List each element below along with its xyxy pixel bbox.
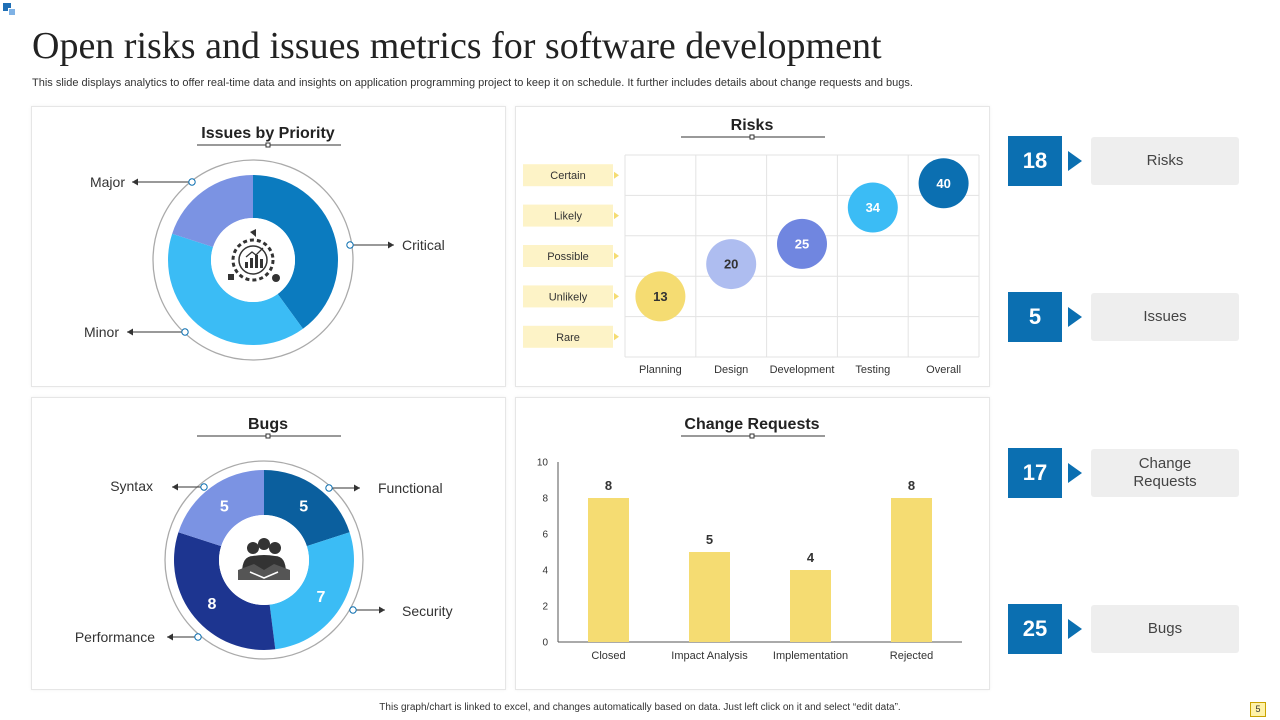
- cr-category-impact-analysis: Impact Analysis: [671, 650, 748, 662]
- cr-ytick-10: 10: [537, 458, 549, 469]
- page-title: Open risks and issues metrics for softwa…: [32, 25, 882, 67]
- svg-text:20: 20: [724, 257, 738, 272]
- callout-syntax: Syntax: [110, 478, 208, 494]
- risk-point-overall: 40: [918, 158, 969, 209]
- cr-value-implementation: 4: [807, 550, 815, 565]
- label-syntax: Syntax: [110, 478, 153, 494]
- footnote: This graph/chart is linked to excel, and…: [379, 702, 901, 713]
- svg-text:40: 40: [936, 176, 950, 191]
- cr-bar-implementation: [790, 570, 831, 642]
- cr-bar-closed: [588, 498, 629, 642]
- svg-text:Likely: Likely: [554, 211, 583, 223]
- kpi-issues-value: 5: [1008, 292, 1062, 342]
- callout-functional: Functional: [325, 480, 443, 496]
- issues-slice-minor: [168, 233, 303, 346]
- kpi-risks-arrow-icon: [1068, 151, 1082, 171]
- kpi-change-requests-value: 17: [1008, 448, 1062, 498]
- bugs-slice-security: [269, 532, 354, 650]
- risk-point-design: 20: [706, 239, 757, 290]
- label-functional: Functional: [378, 480, 443, 496]
- bugs-title: Bugs: [248, 416, 288, 433]
- label-performance: Performance: [75, 629, 155, 645]
- bugs-value-syntax: 5: [220, 498, 229, 515]
- label-major: Major: [90, 174, 125, 190]
- callout-critical: Critical: [346, 237, 445, 253]
- cr-ytick-4: 4: [542, 566, 548, 577]
- svg-text:Possible: Possible: [547, 251, 589, 263]
- bugs-slice-syntax: [178, 470, 264, 547]
- change-title: Change Requests: [684, 416, 819, 433]
- risk-point-testing: 34: [847, 182, 898, 233]
- cr-value-closed: 8: [605, 478, 612, 493]
- issues-slice-major: [172, 175, 253, 248]
- cr-bar-rejected: [891, 498, 932, 642]
- issues-panel: Issues by Priority Major Critical Minor: [31, 106, 506, 387]
- label-critical: Critical: [402, 237, 445, 253]
- risk-level-certain: Certain: [523, 164, 619, 187]
- risk-phase-overall: Overall: [926, 364, 961, 376]
- svg-text:Certain: Certain: [550, 170, 585, 182]
- page-number: 5: [1250, 702, 1266, 717]
- risks-chart: Risks RareUnlikelyPossibleLikelyCertain …: [523, 117, 980, 376]
- kpi-issues-arrow-icon: [1068, 307, 1082, 327]
- cr-ytick-6: 6: [542, 530, 548, 541]
- risk-level-rare: Rare: [523, 325, 619, 348]
- cr-bar-impact-analysis: [689, 552, 730, 642]
- callout-minor: Minor: [84, 324, 189, 340]
- bugs-value-performance: 8: [208, 596, 217, 613]
- svg-text:25: 25: [795, 236, 809, 251]
- svg-text:13: 13: [653, 289, 667, 304]
- risk-level-possible: Possible: [523, 245, 619, 267]
- corner-logo: [3, 3, 17, 17]
- analytics-gear-icon: [228, 229, 280, 282]
- handshake-team-icon: [238, 538, 290, 580]
- change-panel: Change Requests 0 2 4 6 8 10 8 Closed 5 Impact A…: [515, 397, 990, 690]
- label-security: Security: [402, 603, 453, 619]
- kpi-change-requests-label: Change Requests: [1091, 449, 1239, 497]
- kpi-bugs-value: 25: [1008, 604, 1062, 654]
- change-requests-chart: Change Requests 0 2 4 6 8 10 8 Closed 5 Impact A…: [537, 416, 962, 662]
- bugs-slice-functional: [264, 470, 350, 547]
- cr-ytick-0: 0: [542, 638, 548, 649]
- kpi-risks-label: Risks: [1091, 137, 1239, 185]
- kpi-change-requests-arrow-icon: [1068, 463, 1082, 483]
- risk-phase-planning: Planning: [639, 364, 682, 376]
- kpi-risks-value: 18: [1008, 136, 1062, 186]
- issues-chart: Issues by Priority Major Critical Minor: [84, 125, 445, 361]
- cr-value-rejected: 8: [908, 478, 915, 493]
- bugs-panel: Bugs 5 7 8 5 Syntax Functional Security Perfor…: [31, 397, 506, 690]
- callout-performance: Performance: [75, 629, 202, 645]
- risk-level-unlikely: Unlikely: [523, 285, 619, 308]
- risk-phase-development: Development: [770, 364, 835, 376]
- bugs-value-functional: 5: [299, 498, 308, 515]
- cr-category-closed: Closed: [591, 650, 625, 662]
- cr-ytick-8: 8: [542, 494, 548, 505]
- page-subtitle: This slide displays analytics to offer r…: [32, 77, 913, 89]
- callout-major: Major: [90, 174, 196, 190]
- svg-text:34: 34: [866, 200, 881, 215]
- bugs-chart: Bugs 5 7 8 5 Syntax Functional Security Perfor…: [75, 416, 453, 660]
- risks-title: Risks: [731, 117, 774, 134]
- kpi-bugs-arrow-icon: [1068, 619, 1082, 639]
- issues-slice-critical: [253, 175, 339, 329]
- risk-phase-testing: Testing: [855, 364, 890, 376]
- cr-category-implementation: Implementation: [773, 650, 848, 662]
- label-minor: Minor: [84, 324, 119, 340]
- cr-category-rejected: Rejected: [890, 650, 933, 662]
- risk-phase-design: Design: [714, 364, 748, 376]
- cr-value-impact-analysis: 5: [706, 532, 713, 547]
- kpi-issues-label: Issues: [1091, 293, 1239, 341]
- svg-text:Unlikely: Unlikely: [549, 291, 588, 303]
- risk-level-likely: Likely: [523, 204, 619, 227]
- risk-point-development: 25: [777, 218, 827, 269]
- cr-ytick-2: 2: [542, 602, 548, 613]
- callout-security: Security: [349, 603, 453, 619]
- risks-panel: Risks Rare Unlikely Possible Likely Certain …: [515, 106, 990, 387]
- svg-text:Rare: Rare: [556, 332, 580, 344]
- bugs-slice-performance: [173, 532, 276, 650]
- issues-title: Issues by Priority: [201, 125, 334, 142]
- kpi-bugs-label: Bugs: [1091, 605, 1239, 653]
- bugs-value-security: 7: [317, 589, 326, 606]
- risk-point-planning: 13: [635, 271, 686, 322]
